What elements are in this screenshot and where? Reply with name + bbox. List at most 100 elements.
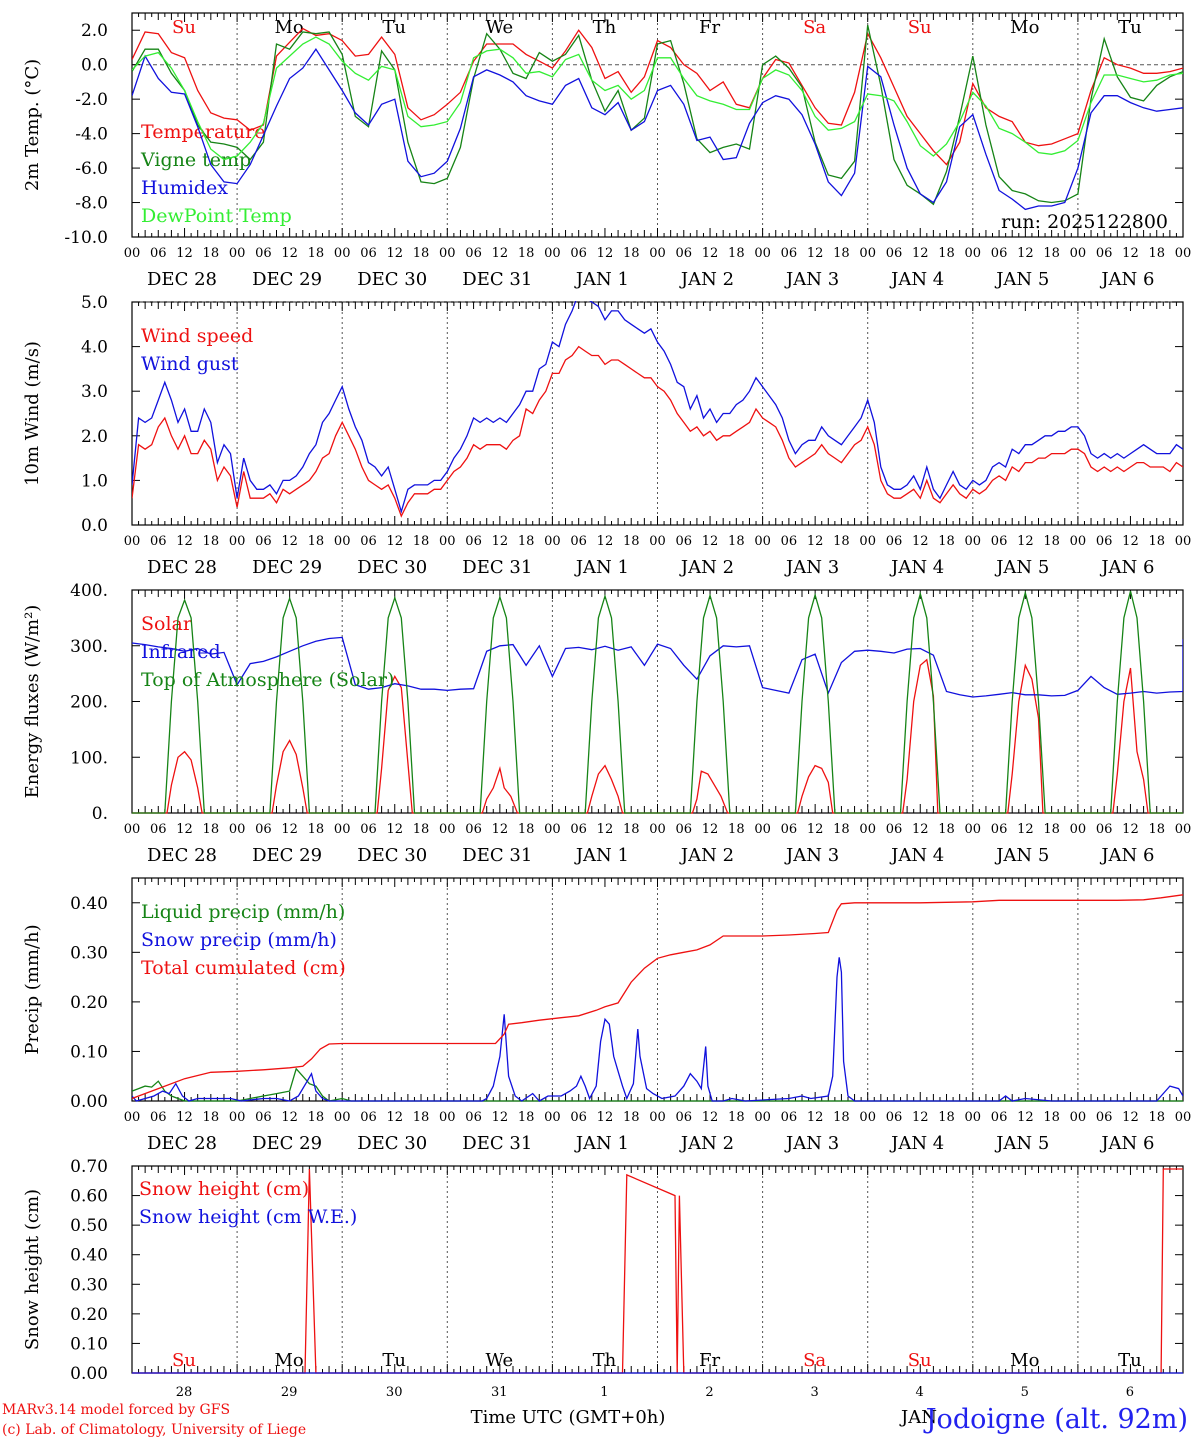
energy-hour-label: 18 [1043,822,1060,837]
temperature-hour-label: 00 [124,246,141,261]
temperature-legend-entry: Humidex [141,177,228,199]
energy-hour-label: 00 [544,822,561,837]
energy-hour-label: 12 [281,822,298,837]
wind-hour-label: 12 [597,534,614,549]
energy-hour-label: 18 [1148,822,1165,837]
x-axis-label: Time UTC (GMT+0h) [471,1407,666,1428]
temperature-y-tick-label: -10.0 [64,228,108,248]
location-label: Jodoigne (alt. 92m) [923,1404,1188,1435]
weekday-label: Mo [274,17,303,38]
energy-date-label: JAN 3 [784,845,839,866]
precip-y-tick-label: 0.40 [70,894,108,914]
energy-hour-label: 12 [912,822,929,837]
wind-hour-label: 18 [1148,534,1165,549]
energy-date-label: JAN 1 [574,845,629,866]
wind-hour-label: 06 [570,534,587,549]
energy-hour-label: 18 [308,822,325,837]
wind-hour-label: 00 [649,534,666,549]
temperature-hour-label: 06 [255,246,272,261]
wind-y-tick-label: 0.0 [81,516,108,536]
precip-hour-label: 06 [150,1110,167,1125]
snow-y-tick-label: 0.60 [70,1187,108,1207]
wind-hour-label: 06 [676,534,693,549]
precip-y-tick-label: 0.20 [70,993,108,1013]
wind-date-label: DEC 28 [147,557,217,578]
temperature-y-tick-label: -8.0 [75,194,108,214]
temperature-y-tick-label: 2.0 [81,21,108,41]
precip-hour-label: 18 [833,1110,850,1125]
weekday-label: Su [172,17,196,38]
temperature-hour-label: 00 [649,246,666,261]
temperature-series-humidex [132,48,1183,211]
precip-hour-label: 06 [465,1110,482,1125]
precip-hour-label: 00 [859,1110,876,1125]
energy-hour-label: 18 [413,822,430,837]
wind-hour-label: 06 [886,534,903,549]
precip-hour-label: 06 [360,1110,377,1125]
snow-y-tick-label: 0.10 [70,1334,108,1354]
snow-day-number: 28 [176,1385,193,1400]
precip-hour-label: 18 [203,1110,220,1125]
temperature-hour-label: 12 [281,246,298,261]
precip-hour-label: 12 [912,1110,929,1125]
energy-hour-label: 06 [150,822,167,837]
wind-y-tick-label: 2.0 [81,427,108,447]
energy-y-tick-label: 100. [70,748,108,768]
energy-hour-label: 00 [439,822,456,837]
temperature-hour-label: 18 [203,246,220,261]
temperature-y-tick-label: 0.0 [81,56,108,76]
snow-weekday-label: Mo [274,1350,303,1371]
precip-hour-label: 06 [570,1110,587,1125]
wind-date-label: DEC 31 [462,557,532,578]
energy-hour-label: 00 [1175,822,1192,837]
model-credit: MARv3.14 model forced by GFS [2,1402,230,1418]
energy-hour-label: 12 [702,822,719,837]
snow-weekday-label: Tu [1118,1350,1142,1371]
wind-hour-label: 06 [150,534,167,549]
energy-hour-label: 06 [991,822,1008,837]
precip-series-liquid-precip-mm-h- [132,1067,1183,1102]
precip-hour-label: 00 [544,1110,561,1125]
energy-hour-label: 00 [754,822,771,837]
temperature-hour-label: 00 [754,246,771,261]
weekday-label: Tu [1118,17,1142,38]
temperature-date-label: JAN 1 [574,269,629,290]
energy-hour-label: 00 [965,822,982,837]
wind-hour-label: 12 [912,534,929,549]
precip-hour-label: 12 [807,1110,824,1125]
snow-legend-entry: Snow height (cm) [139,1178,309,1200]
wind-hour-label: 12 [807,534,824,549]
wind-hour-label: 00 [965,534,982,549]
temperature-hour-label: 12 [597,246,614,261]
energy-hour-label: 12 [1122,822,1139,837]
weekday-label: We [485,17,513,38]
temperature-hour-label: 12 [1017,246,1034,261]
precip-hour-label: 18 [518,1110,535,1125]
temperature-hour-label: 00 [439,246,456,261]
precip-date-label: JAN 6 [1099,1133,1154,1154]
energy-hour-label: 12 [807,822,824,837]
energy-hour-label: 06 [360,822,377,837]
precip-hour-label: 12 [386,1110,403,1125]
precip-y-tick-label: 0.10 [70,1042,108,1062]
temperature-y-tick-label: -2.0 [75,90,108,110]
wind-hour-label: 06 [465,534,482,549]
energy-date-label: JAN 6 [1099,845,1154,866]
precip-legend-entry: Snow precip (mm/h) [141,929,337,951]
temperature-hour-label: 18 [833,246,850,261]
wind-hour-label: 18 [203,534,220,549]
precip-date-label: JAN 5 [994,1133,1049,1154]
precip-date-label: DEC 28 [147,1133,217,1154]
temperature-hour-label: 00 [1175,246,1192,261]
month-label: JAN [899,1407,937,1428]
precip-hour-label: 06 [886,1110,903,1125]
energy-legend-entry: Top of Atmosphere (Solar) [141,669,394,691]
temperature-hour-label: 18 [1148,246,1165,261]
wind-date-label: JAN 6 [1099,557,1154,578]
temperature-hour-label: 06 [676,246,693,261]
temperature-hour-label: 00 [334,246,351,261]
snow-y-tick-label: 0.70 [70,1157,108,1177]
temperature-hour-label: 00 [544,246,561,261]
panel-precip: 0.00 0.10 0.20 0.30 0.40 Precip (mm/h) 00 06 12 1… [22,877,1191,1154]
snow-weekday-label: Tu [382,1350,406,1371]
